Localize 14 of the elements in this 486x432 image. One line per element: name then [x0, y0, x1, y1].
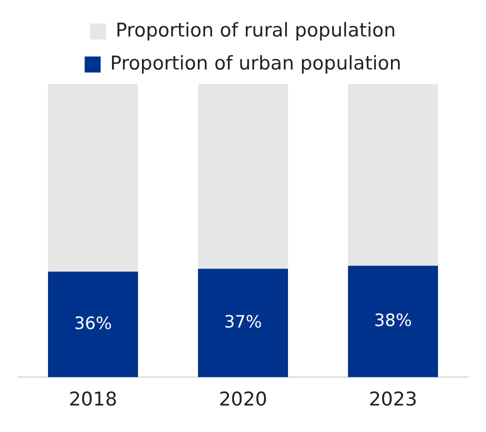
bar [48, 84, 138, 272]
data-label: 36% [74, 314, 112, 334]
bar [198, 84, 288, 269]
bar [348, 266, 438, 378]
bar [348, 84, 438, 266]
data-label: 38% [374, 310, 412, 331]
x-tick-label: 2020 [218, 388, 268, 411]
x-tick-label: 2023 [368, 388, 418, 411]
x-tick-label: 2018 [68, 388, 118, 411]
data-label: 37% [224, 312, 262, 332]
legend-label: Proportion of urban population [110, 52, 402, 74]
bar [198, 268, 288, 378]
legend-label: Proportion of rural population [116, 19, 396, 42]
bar [48, 272, 138, 378]
